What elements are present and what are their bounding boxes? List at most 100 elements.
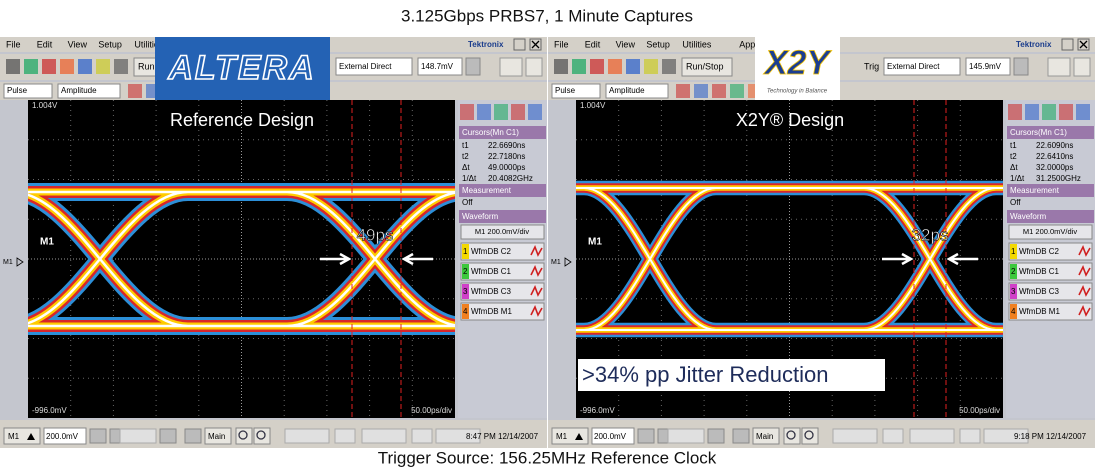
tool-icon[interactable]	[676, 84, 690, 98]
tool-icon[interactable]	[608, 59, 622, 74]
tool-icon[interactable]	[477, 104, 491, 120]
channel-label: M1	[40, 237, 54, 248]
tool-icon[interactable]	[1025, 104, 1039, 120]
status-field	[120, 429, 156, 443]
tool-icon[interactable]	[1076, 104, 1090, 120]
cursor-name: t2	[1010, 152, 1017, 161]
menu-item[interactable]: Edit	[37, 39, 53, 49]
level-spin[interactable]	[1014, 58, 1028, 75]
waveform-name: WfmDB C2	[1019, 247, 1060, 256]
tool-icon[interactable]	[1008, 104, 1022, 120]
zoom-button[interactable]	[802, 428, 818, 444]
menu-item[interactable]: Edit	[585, 39, 601, 49]
title: 3.125Gbps PRBS7, 1 Minute Captures	[401, 6, 693, 25]
tool-icon[interactable]	[511, 104, 525, 120]
tool-icon[interactable]	[662, 59, 676, 74]
status-field	[910, 429, 954, 443]
window-button[interactable]	[1062, 39, 1073, 50]
zoom-button[interactable]	[254, 428, 270, 444]
tool-icon[interactable]	[42, 59, 56, 74]
tool-icon[interactable]	[554, 59, 568, 74]
waveform-number: 1	[1011, 247, 1016, 256]
tool-icon[interactable]	[500, 58, 522, 76]
status-main[interactable]: Main	[756, 432, 773, 441]
tool-icon[interactable]	[114, 59, 128, 74]
run-label[interactable]: Run/Stop	[686, 61, 724, 71]
menu-item[interactable]: File	[554, 39, 569, 49]
status-field	[668, 429, 704, 443]
tool-icon[interactable]	[1074, 58, 1090, 76]
amplitude-label: Amplitude	[609, 86, 645, 95]
tool-icon[interactable]	[460, 104, 474, 120]
zoom-button[interactable]	[784, 428, 800, 444]
tool-icon[interactable]	[494, 104, 508, 120]
tool-icon[interactable]	[712, 84, 726, 98]
waveform-name: WfmDB C3	[471, 287, 512, 296]
status-time: 9:18 PM 12/14/2007	[1014, 432, 1087, 441]
status-volts: 200.0mV	[46, 432, 79, 441]
menu-item[interactable]: Utilities	[682, 39, 712, 49]
logo: ALTERA	[167, 49, 315, 87]
status-control[interactable]	[733, 429, 749, 443]
tool-icon[interactable]	[694, 84, 708, 98]
level-spin[interactable]	[466, 58, 480, 75]
menu-item[interactable]: File	[6, 39, 21, 49]
run-label[interactable]: Run	[138, 61, 155, 71]
menu-item[interactable]: Setup	[98, 39, 122, 49]
status-field	[285, 429, 329, 443]
status-control[interactable]	[90, 429, 106, 443]
cursor-name: t1	[1010, 141, 1017, 150]
level-value: 145.9mV	[969, 62, 1002, 71]
cursor-value: 22.6410ns	[1036, 152, 1073, 161]
status-field	[960, 429, 980, 443]
logo: X2Y	[763, 44, 833, 82]
waveform-number: 4	[1011, 307, 1016, 316]
menu-item[interactable]: View	[616, 39, 636, 49]
tool-icon[interactable]	[96, 59, 110, 74]
cursor-name: t1	[462, 141, 469, 150]
status-main[interactable]: Main	[208, 432, 225, 441]
cursor-value: 20.4082GHz	[488, 174, 533, 183]
status-field	[335, 429, 355, 443]
status-control[interactable]	[185, 429, 201, 443]
pulse-label: Pulse	[7, 86, 28, 95]
menu-item[interactable]: View	[68, 39, 88, 49]
scope-window: FileEditViewSetupUtilitiesTektronixRunEx…	[0, 37, 547, 448]
jitter-label: 32ps	[912, 225, 949, 244]
tool-icon[interactable]	[1059, 104, 1073, 120]
bottom-voltage: -996.0mV	[580, 406, 615, 415]
tool-icon[interactable]	[572, 59, 586, 74]
trigger-value: External Direct	[887, 62, 940, 71]
tool-icon[interactable]	[730, 84, 744, 98]
tool-icon[interactable]	[128, 84, 142, 98]
status-control[interactable]	[638, 429, 654, 443]
waveform-name: WfmDB C2	[471, 247, 512, 256]
tool-icon[interactable]	[528, 104, 542, 120]
tool-icon[interactable]	[526, 58, 542, 76]
tool-icon[interactable]	[644, 59, 658, 74]
channel-marker: M1	[551, 259, 561, 266]
status-control[interactable]	[160, 429, 176, 443]
tool-icon[interactable]	[24, 59, 38, 74]
composite: 3.125Gbps PRBS7, 1 Minute Captures Trigg…	[0, 0, 1095, 470]
cursor-value: 22.6090ns	[1036, 141, 1073, 150]
waveform-name: WfmDB M1	[1019, 307, 1060, 316]
design-label: Reference Design	[170, 110, 314, 130]
zoom-button[interactable]	[236, 428, 252, 444]
footer: Trigger Source: 156.25MHz Reference Cloc…	[378, 448, 717, 467]
tool-icon[interactable]	[78, 59, 92, 74]
status-field	[412, 429, 432, 443]
tool-icon[interactable]	[1042, 104, 1056, 120]
tool-icon[interactable]	[6, 59, 20, 74]
tool-icon[interactable]	[626, 59, 640, 74]
tool-icon[interactable]	[60, 59, 74, 74]
tool-icon[interactable]	[1048, 58, 1070, 76]
tool-icon[interactable]	[590, 59, 604, 74]
waveform-scale: M1 200.0mV/div	[1023, 227, 1077, 236]
status-control[interactable]	[708, 429, 724, 443]
window-button[interactable]	[514, 39, 525, 50]
design-label: X2Y® Design	[736, 110, 844, 130]
cursors-title: Cursors(Mn C1)	[462, 128, 519, 137]
top-voltage: 1.004V	[32, 101, 58, 110]
menu-item[interactable]: Setup	[646, 39, 670, 49]
